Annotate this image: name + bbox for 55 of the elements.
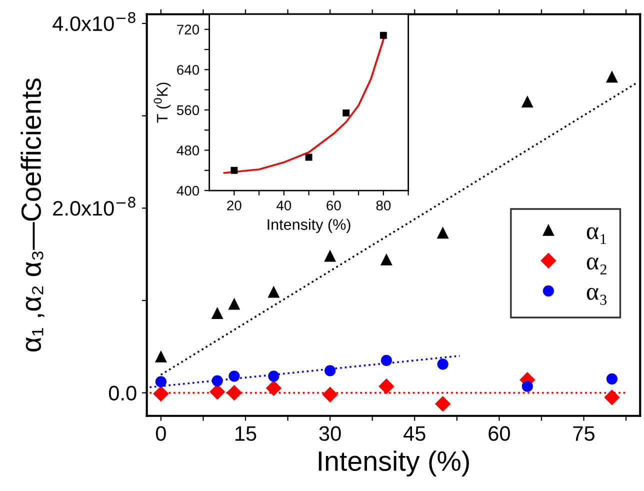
point	[604, 390, 620, 405]
point	[437, 358, 448, 370]
point	[155, 376, 166, 388]
legend-label: α₃	[586, 288, 606, 305]
legend-label: α₂	[586, 258, 606, 274]
y-axis-title: α₁ ,α₂ α₃—Coefficients	[20, 78, 44, 352]
point	[228, 298, 240, 310]
x-tick-label: 15	[235, 426, 256, 441]
point	[324, 365, 336, 376]
point	[380, 32, 387, 39]
point	[212, 308, 223, 319]
x-tick-label: 40	[276, 200, 292, 210]
x-tick-label: 60	[326, 200, 341, 210]
point	[155, 351, 166, 362]
x-tick-label: 75	[573, 426, 594, 441]
x-axis-title: Intensity (%)	[268, 218, 350, 233]
point	[153, 386, 168, 402]
point	[322, 387, 338, 402]
point	[305, 154, 312, 161]
point	[266, 380, 282, 396]
point	[437, 228, 448, 239]
point	[522, 380, 533, 392]
point	[268, 286, 280, 298]
y-axis-title: T ($^{0}$K)	[154, 82, 171, 123]
point	[226, 385, 242, 400]
y-tick-label: 0.0	[108, 386, 136, 401]
x-tick-label: 45	[404, 426, 426, 441]
x-tick-label: 60	[488, 426, 510, 441]
y-tick-label: 2.0x10$^{−8}$	[53, 196, 136, 216]
point	[380, 354, 392, 366]
point	[606, 71, 618, 83]
point	[268, 370, 280, 382]
point	[324, 250, 336, 262]
x-tick-label: 80	[376, 200, 391, 210]
x-axis-title: Intensity (%)	[318, 450, 469, 476]
x-tick-label: 0	[156, 426, 166, 441]
y-tick-label: 4.0x10$^{−8}$	[52, 12, 136, 32]
point	[522, 96, 533, 108]
point	[230, 166, 238, 174]
point	[378, 378, 394, 394]
x-tick-label: 20	[227, 200, 242, 210]
point	[606, 373, 618, 384]
point	[228, 370, 240, 382]
y-tick-label: 640	[177, 64, 200, 75]
y-tick-label: 480	[176, 146, 200, 156]
point	[435, 396, 450, 412]
y-tick-label: 560	[176, 105, 200, 116]
x-tick-label: 30	[319, 426, 341, 441]
legend-label: α₁	[586, 227, 606, 244]
y-tick-label: 720	[177, 24, 200, 35]
point	[380, 254, 392, 266]
point	[210, 384, 225, 400]
point	[342, 109, 350, 116]
point	[212, 375, 223, 386]
y-tick-label: 400	[176, 186, 200, 196]
